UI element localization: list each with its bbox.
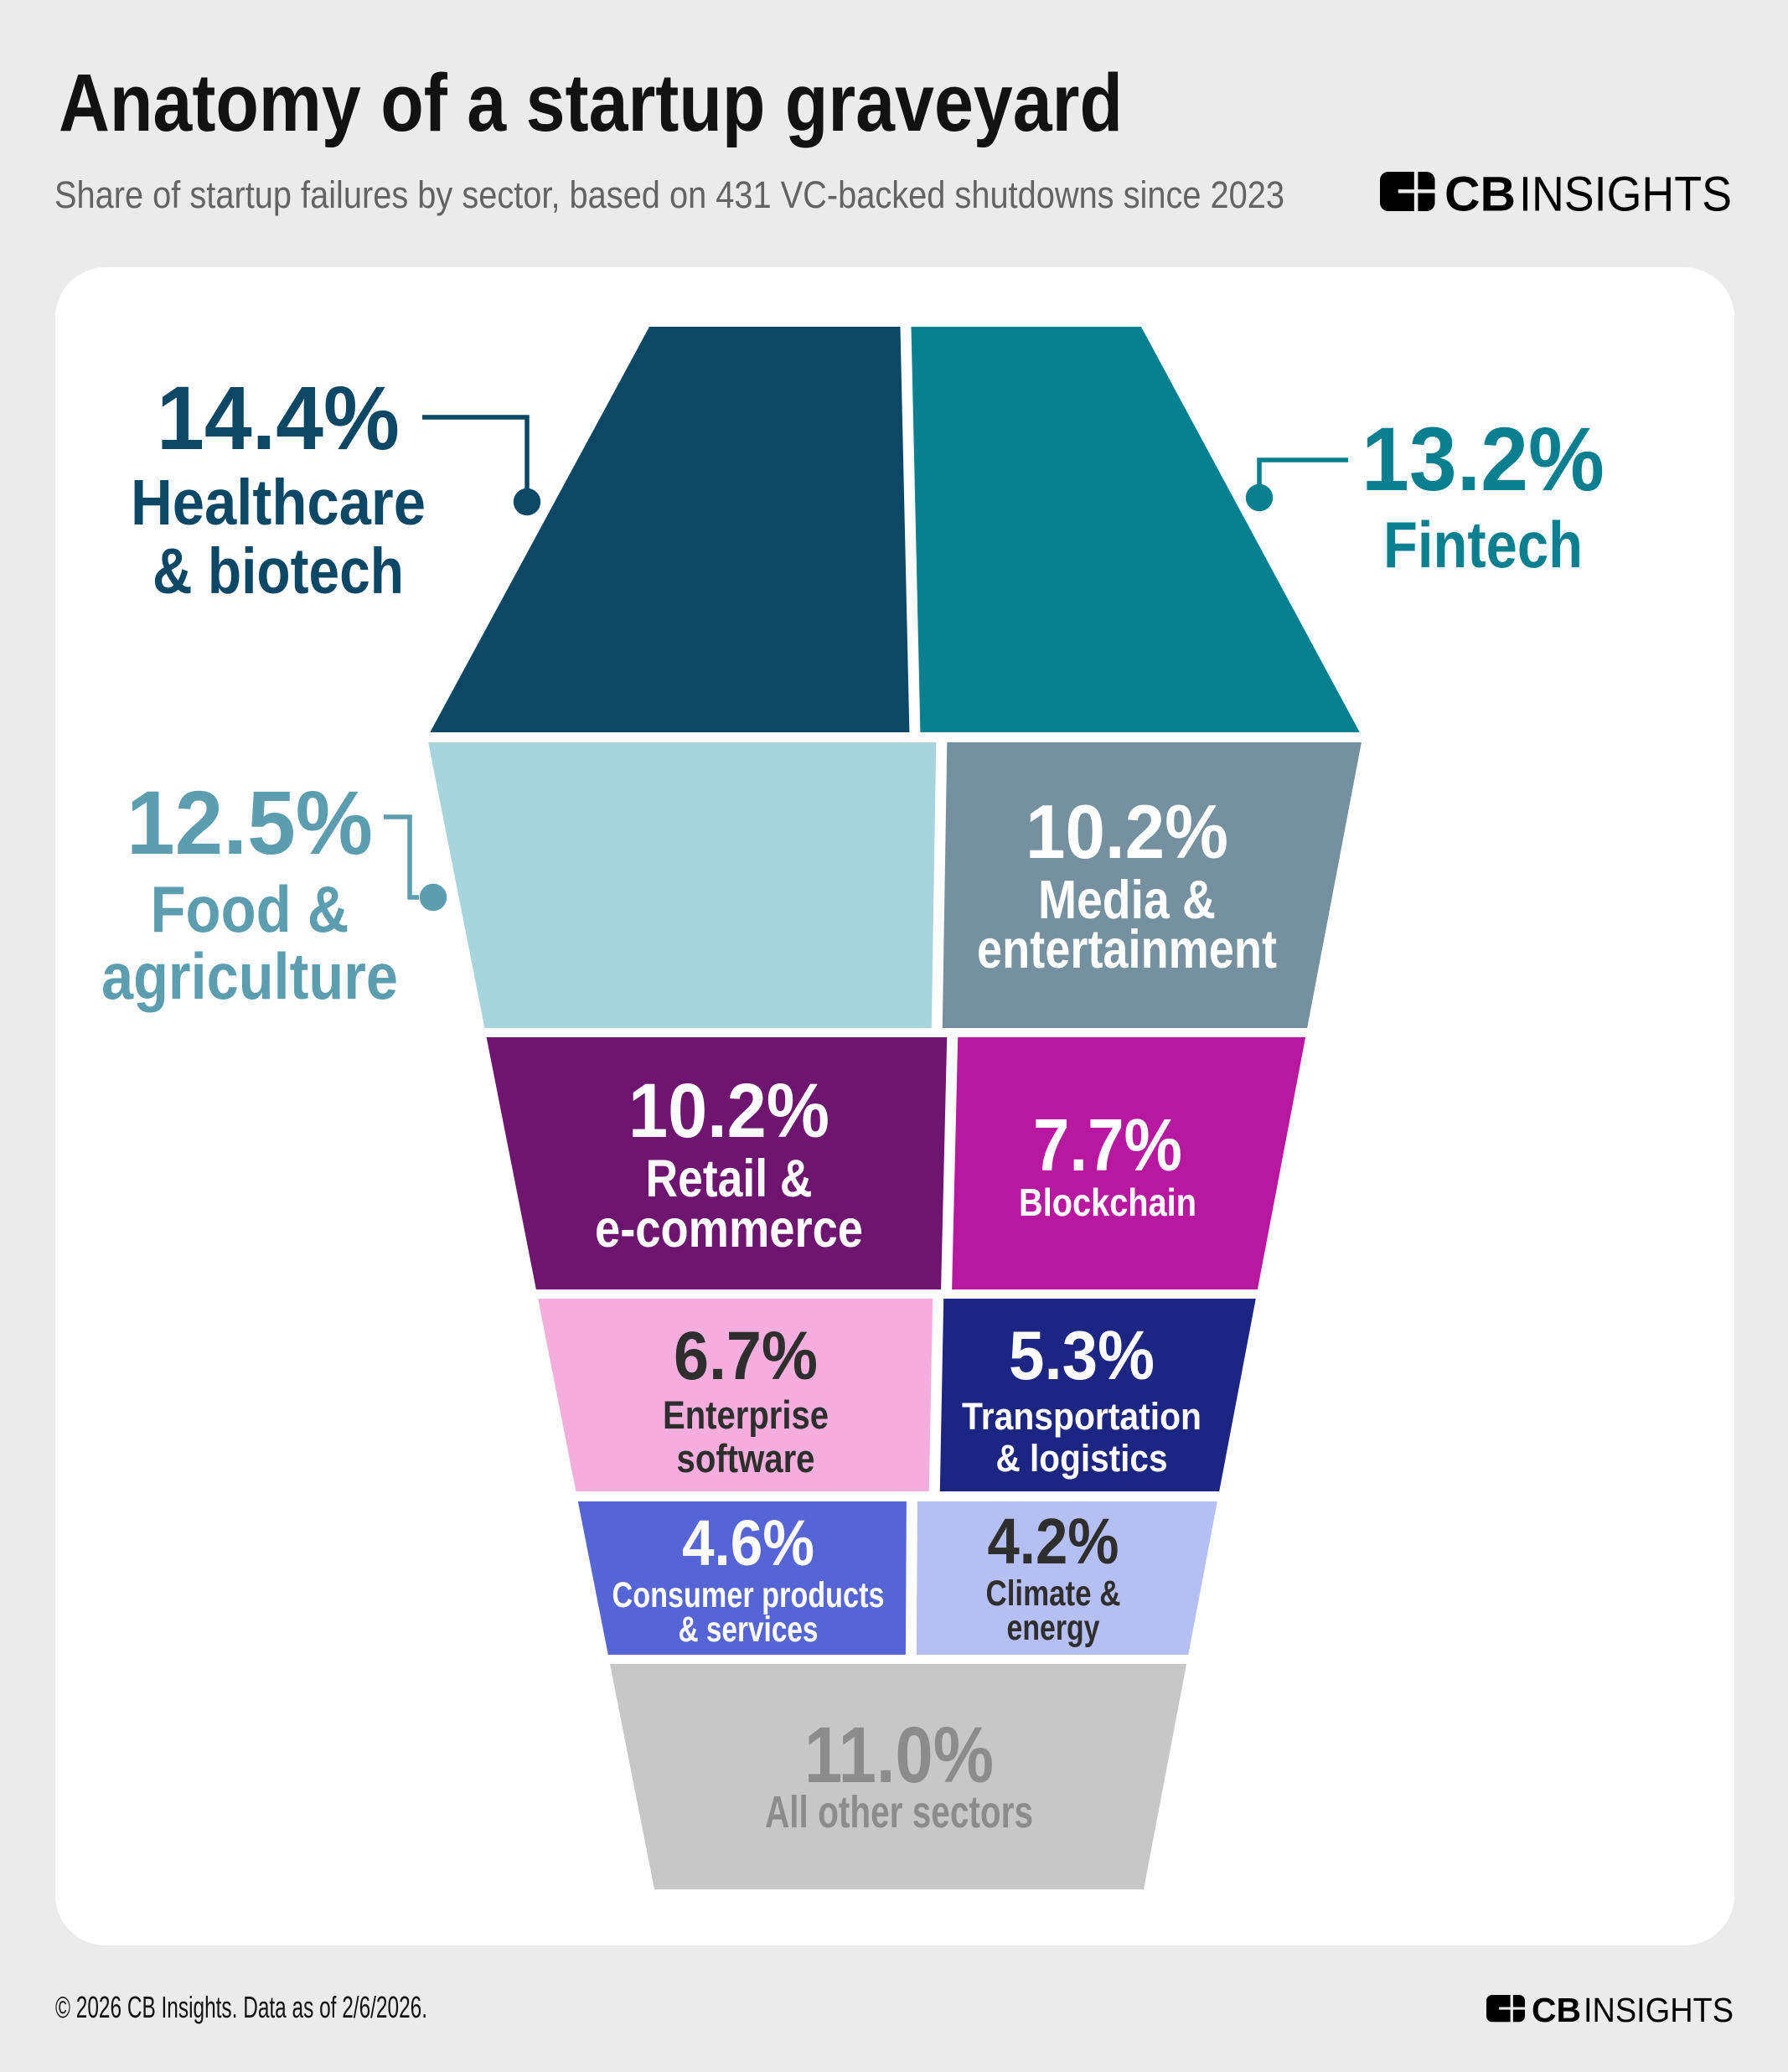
svg-text:6.7%: 6.7% (674, 1318, 818, 1394)
svg-text:agriculture: agriculture (101, 939, 398, 1013)
svg-text:13.2%: 13.2% (1362, 408, 1605, 509)
svg-text:10.2%: 10.2% (1026, 790, 1228, 875)
svg-text:Food &: Food & (151, 872, 349, 946)
svg-text:Enterprise: Enterprise (663, 1393, 829, 1437)
svg-text:11.0%: 11.0% (804, 1711, 994, 1800)
svg-text:7.7%: 7.7% (1033, 1103, 1182, 1186)
svg-text:All other sectors: All other sectors (765, 1788, 1033, 1837)
svg-text:Climate &: Climate & (986, 1574, 1121, 1614)
svg-text:14.4%: 14.4% (157, 367, 400, 468)
svg-text:CB: CB (1444, 168, 1516, 222)
svg-text:Transportation: Transportation (962, 1395, 1201, 1438)
svg-text:software: software (677, 1436, 815, 1480)
svg-text:5.3%: 5.3% (1009, 1316, 1155, 1394)
svg-text:Blockchain: Blockchain (1019, 1181, 1196, 1224)
svg-text:entertainment: entertainment (977, 918, 1277, 979)
svg-text:Anatomy of a startup graveyard: Anatomy of a startup graveyard (59, 57, 1123, 148)
svg-text:e-commerce: e-commerce (595, 1200, 863, 1258)
svg-text:Media &: Media & (1038, 869, 1216, 930)
svg-text:© 2026 CB Insights. Data as of: © 2026 CB Insights. Data as of 2/6/2026. (55, 1990, 427, 2024)
svg-text:energy: energy (1007, 1609, 1100, 1648)
svg-text:12.5%: 12.5% (127, 772, 373, 873)
svg-text:Healthcare: Healthcare (131, 467, 426, 539)
svg-text:INSIGHTS: INSIGHTS (1584, 1991, 1734, 2029)
svg-text:INSIGHTS: INSIGHTS (1519, 168, 1732, 222)
svg-text:Retail &: Retail & (646, 1150, 813, 1208)
svg-text:Fintech: Fintech (1383, 508, 1583, 581)
svg-text:& logistics: & logistics (996, 1437, 1168, 1480)
svg-text:& services: & services (679, 1610, 819, 1650)
svg-text:Share of startup failures by s: Share of startup failures by sector, bas… (54, 173, 1284, 216)
svg-text:Consumer products: Consumer products (612, 1576, 885, 1615)
svg-text:10.2%: 10.2% (628, 1068, 829, 1154)
svg-text:& biotech: & biotech (152, 535, 404, 607)
svg-text:CB: CB (1532, 1991, 1581, 2029)
svg-text:4.6%: 4.6% (682, 1507, 814, 1579)
svg-text:4.2%: 4.2% (988, 1506, 1119, 1578)
